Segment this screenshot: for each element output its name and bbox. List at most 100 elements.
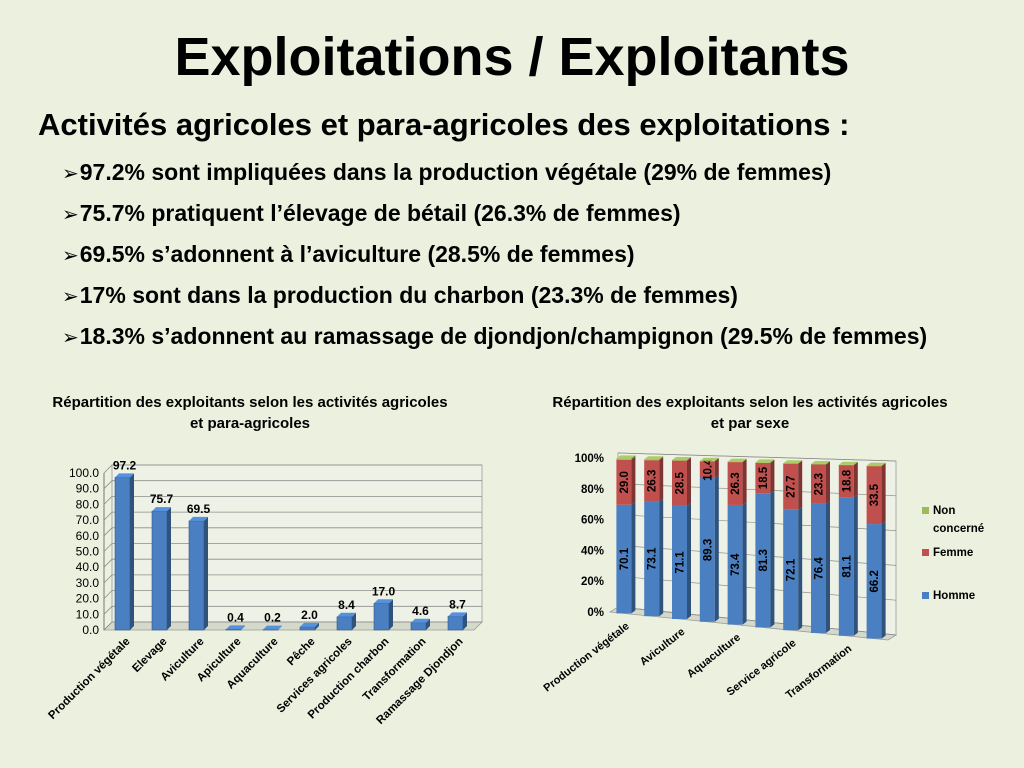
chart2-bar-side <box>742 459 747 505</box>
chart1-data-label: 75.7 <box>150 492 174 506</box>
chart2-bar-side <box>742 501 747 625</box>
chart2-bar-side <box>687 457 691 506</box>
chart2-bar-top <box>727 458 747 462</box>
chart2-bar-side <box>853 461 858 498</box>
chart2-data-label: 26.3 <box>730 472 742 494</box>
chart2-data-label: 81.3 <box>758 549 770 571</box>
chart2-bar-segment <box>866 524 882 639</box>
chart2-bar-top <box>866 462 886 466</box>
chart1-gridline <box>103 574 482 584</box>
chart2-bar-side <box>742 458 747 463</box>
bullet-item: ➢18.3% s’adonnent au ramassage de djondj… <box>62 316 927 357</box>
chart2-bar-segment <box>755 493 771 628</box>
chart2-bar-segment <box>866 465 882 467</box>
chart1-bar-side <box>204 516 208 630</box>
chart2-bar-top <box>838 461 858 465</box>
chart2-bar-side <box>798 460 803 464</box>
chart2-data-label: 26.3 <box>647 470 659 492</box>
chart1-bar-side <box>278 625 282 630</box>
chart2-bar-side <box>881 521 886 639</box>
chart2-bar-side <box>687 457 691 461</box>
chart2-bar-side <box>826 500 830 633</box>
chart2-bar-side <box>798 506 803 631</box>
chart2-bar-segment <box>866 466 882 525</box>
chart2-legend-label: Homme <box>933 590 975 602</box>
chart2-bar-side <box>853 494 858 636</box>
chart2-bar-segment <box>755 462 771 463</box>
bullet-text: 97.2% sont impliquées dans la production… <box>79 159 832 185</box>
chart2-bar-segment <box>644 501 660 617</box>
chart1-y-tick-label: 80.0 <box>76 497 100 511</box>
chart2-bar-top <box>699 457 719 461</box>
chart2-category-label: Production végétale <box>542 620 632 694</box>
chart1-bar-top <box>115 473 134 478</box>
chart1-data-label: 2.0 <box>301 608 318 622</box>
chart1-gridline <box>103 558 482 568</box>
chart2-bar-segment <box>672 460 687 461</box>
chart2-bar-side <box>770 459 775 463</box>
chart2-y-tick-label: 40% <box>581 545 604 557</box>
chart2-category-label: Transformation <box>784 643 855 702</box>
chart1-data-label: 0.2 <box>264 611 281 625</box>
chart1-bar-side <box>315 622 319 630</box>
chart1-y-tick-label: 40.0 <box>76 560 100 574</box>
chart1-bar-side <box>463 612 467 630</box>
chart2-data-label: 72.1 <box>786 558 798 581</box>
chart2-bar-segment <box>616 459 632 505</box>
bullet-text: 75.7% pratiquent l’élevage de bétail (26… <box>79 200 681 226</box>
arrow-bullet-icon: ➢ <box>62 284 79 308</box>
chart2-data-label: 33.5 <box>869 483 881 506</box>
chart1-data-label: 97.2 <box>113 458 137 472</box>
chart1-y-tick-label: 20.0 <box>76 592 100 606</box>
chart1-bar-top <box>226 625 245 630</box>
chart2-bar-segment <box>699 460 715 462</box>
chart1-gridline <box>103 621 482 631</box>
chart2-bar-segment <box>616 504 632 614</box>
chart2-gridline <box>617 452 897 462</box>
chart2-data-label: 71.1 <box>675 551 687 574</box>
chart2-data-label: 23.3 <box>814 473 826 495</box>
bullet-item: ➢69.5% s’adonnent à l’aviculture (28.5% … <box>62 234 927 275</box>
chart1-bar-top <box>374 599 393 604</box>
chart2-data-label: 70.1 <box>619 547 631 570</box>
chart2-legend-swatch <box>922 592 929 599</box>
chart2-y-tick-label: 60% <box>581 515 604 527</box>
chart1-data-label: 69.5 <box>187 502 211 516</box>
bullet-item: ➢17% sont dans la production du charbon … <box>62 275 927 316</box>
chart2-data-label: 76.4 <box>814 557 826 580</box>
chart2-bar-side <box>881 463 886 525</box>
chart2-data-label: 10.4 <box>702 458 714 481</box>
chart2-bar-segment <box>644 459 660 461</box>
chart2-bar-side <box>770 459 775 494</box>
chart2-bar-top <box>672 457 691 460</box>
chart2-category-label: Aviculture <box>638 626 687 668</box>
chart2-bar-side <box>881 462 886 467</box>
chart2-bar-segment <box>783 463 799 510</box>
chart2-legend-swatch <box>922 549 929 556</box>
chart2-bar-side <box>631 501 636 614</box>
chart2-bar-segment <box>755 462 771 494</box>
chart1-bar-top <box>152 507 171 512</box>
chart1-bar-side <box>167 507 171 630</box>
chart1-bar-top <box>189 516 208 521</box>
chart2-bar-side <box>659 456 664 461</box>
chart2-bar-segment <box>727 462 743 505</box>
arrow-bullet-icon: ➢ <box>62 161 79 185</box>
chart1-gridline <box>103 480 482 489</box>
chart2-data-label: 81.1 <box>841 555 853 578</box>
chart2-bar-side <box>631 455 636 460</box>
chart2-bar-segment <box>727 504 743 625</box>
chart2-bar-side <box>714 457 719 462</box>
chart2-data-label: 66.2 <box>869 570 881 592</box>
bullet-item: ➢75.7% pratiquent l’élevage de bétail (2… <box>62 193 927 234</box>
chart2-bar-segment <box>644 460 660 502</box>
chart2-y-tick-label: 100% <box>575 453 604 465</box>
chart1-y-tick-label: 0.0 <box>82 623 99 637</box>
chart2-bar-segment <box>672 505 687 619</box>
chart1-gridline <box>103 527 482 537</box>
chart2-bar-side <box>826 461 830 465</box>
chart2-bar-top <box>644 456 664 460</box>
chart2-legend-label: Femme <box>933 547 973 559</box>
chart2-title: Répartition des exploitants selon les ac… <box>552 394 948 432</box>
chart2-bar-side <box>714 458 719 479</box>
